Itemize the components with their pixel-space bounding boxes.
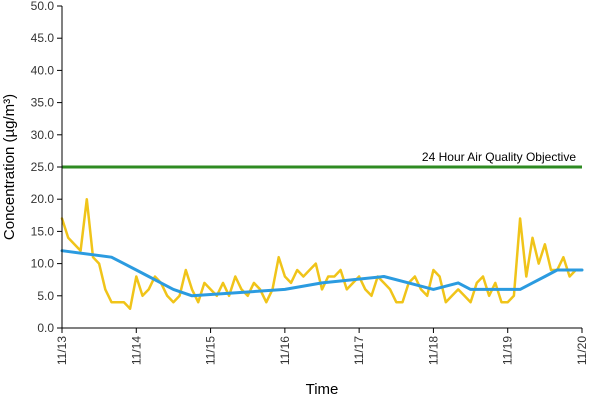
air-quality-objective-line-group: 24 Hour Air Quality Objective [62,150,582,169]
y-axis-title: Concentration (µg/m³) [1,94,18,240]
x-tick-label: 11/17 [352,336,366,365]
y-tick-label: 10.0 [31,257,55,271]
x-tick-label: 11/16 [278,336,292,365]
x-tick-label: 11/15 [204,336,218,365]
y-tick-label: 50.0 [31,0,55,13]
x-axis-title: Time [306,381,339,398]
y-tick-label: 20.0 [31,192,55,206]
y-tick-label: 15.0 [31,224,55,238]
x-tick-label: 11/19 [501,336,515,365]
y-tick-label: 5.0 [37,289,54,303]
axes [61,6,582,329]
y-tick-label: 0.0 [37,321,54,335]
x-tick-label: 11/14 [129,336,143,365]
y-tick-label: 25.0 [31,160,55,174]
y-tick-label: 40.0 [31,63,55,77]
y-tick-label: 35.0 [31,96,55,110]
series-line-1 [60,197,584,310]
series-line-2 [60,249,584,298]
x-tick-label: 11/13 [55,336,69,365]
x-tick-label: 11/20 [575,336,589,365]
x-axis-ticks: 11/13 11/14 11/15 11/16 11/17 11/18 11/19 11/20 [55,328,589,365]
x-tick-label: 11/18 [426,336,440,365]
y-tick-label: 30.0 [31,128,55,142]
y-axis-ticks: 0.0 5.0 10.0 15.0 20.0 25.0 30.0 35.0 40.0 45.0 50… [31,0,62,335]
air-quality-objective-label: 24 Hour Air Quality Objective [422,150,576,164]
series-lines [60,197,584,310]
y-tick-label: 45.0 [31,31,55,45]
